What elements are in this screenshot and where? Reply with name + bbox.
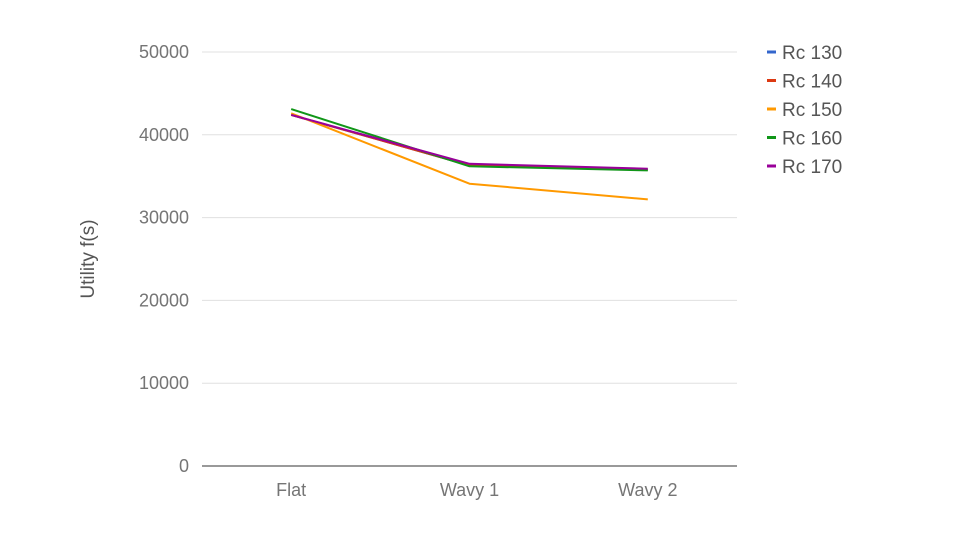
legend-label-rc-140: Rc 140 bbox=[782, 72, 842, 93]
series-line-rc-150 bbox=[290, 112, 648, 201]
y-tick-label: 0 bbox=[179, 456, 189, 476]
legend: Rc 130 Rc 140 Rc 150 Rc 160 Rc 170 bbox=[767, 43, 842, 178]
legend-label-rc-130: Rc 130 bbox=[782, 43, 842, 64]
series-line-rc-160 bbox=[290, 108, 648, 172]
legend-swatch-rc-130 bbox=[767, 50, 776, 54]
y-tick-label: 50000 bbox=[139, 42, 189, 62]
legend-swatch-rc-140 bbox=[767, 79, 776, 82]
y-tick-label: 20000 bbox=[139, 290, 189, 310]
legend-label-rc-150: Rc 150 bbox=[782, 100, 842, 121]
legend-label-rc-170: Rc 170 bbox=[782, 157, 842, 178]
legend-swatch-rc-150 bbox=[767, 107, 776, 111]
x-tick-label: Flat bbox=[276, 480, 306, 500]
series-lines bbox=[290, 108, 648, 201]
legend-label-rc-160: Rc 160 bbox=[782, 129, 842, 150]
series-line-rc-130 bbox=[290, 113, 648, 171]
series-line-rc-140 bbox=[290, 113, 648, 171]
y-tick-label: 30000 bbox=[139, 208, 189, 228]
y-tick-label: 10000 bbox=[139, 373, 189, 393]
series-line-rc-170 bbox=[290, 113, 648, 170]
legend-swatch-rc-170 bbox=[767, 164, 776, 168]
x-tick-label: Wavy 1 bbox=[440, 480, 499, 500]
y-axis-title: Utility f(s) bbox=[78, 219, 99, 298]
x-axis-ticks: Flat Wavy 1 Wavy 2 bbox=[276, 480, 677, 500]
y-tick-label: 40000 bbox=[139, 125, 189, 145]
y-axis-ticks: 0 10000 20000 30000 40000 50000 bbox=[139, 42, 189, 476]
gridlines bbox=[202, 51, 737, 384]
x-tick-label: Wavy 2 bbox=[618, 480, 677, 500]
legend-swatch-rc-160 bbox=[767, 136, 776, 139]
